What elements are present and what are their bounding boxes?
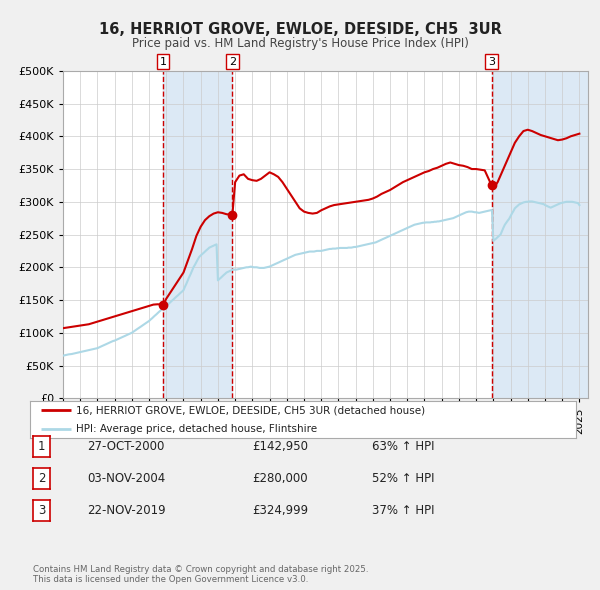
Text: 27-OCT-2000: 27-OCT-2000 (87, 440, 164, 453)
Text: £280,000: £280,000 (252, 472, 308, 485)
Text: Contains HM Land Registry data © Crown copyright and database right 2025.
This d: Contains HM Land Registry data © Crown c… (33, 565, 368, 584)
Text: £324,999: £324,999 (252, 504, 308, 517)
Text: 3: 3 (488, 57, 495, 67)
Text: 1: 1 (160, 57, 167, 67)
Text: 1: 1 (38, 440, 45, 453)
Bar (491, 71, 588, 398)
Text: 52% ↑ HPI: 52% ↑ HPI (372, 472, 434, 485)
Text: 2: 2 (229, 57, 236, 67)
Text: 22-NOV-2019: 22-NOV-2019 (87, 504, 166, 517)
Text: 37% ↑ HPI: 37% ↑ HPI (372, 504, 434, 517)
Text: 16, HERRIOT GROVE, EWLOE, DEESIDE, CH5 3UR (detached house): 16, HERRIOT GROVE, EWLOE, DEESIDE, CH5 3… (76, 405, 425, 415)
Text: 16, HERRIOT GROVE, EWLOE, DEESIDE, CH5  3UR: 16, HERRIOT GROVE, EWLOE, DEESIDE, CH5 3… (98, 22, 502, 37)
Text: HPI: Average price, detached house, Flintshire: HPI: Average price, detached house, Flin… (76, 424, 317, 434)
Text: 3: 3 (38, 504, 45, 517)
Text: 03-NOV-2004: 03-NOV-2004 (87, 472, 165, 485)
Text: Price paid vs. HM Land Registry's House Price Index (HPI): Price paid vs. HM Land Registry's House … (131, 37, 469, 50)
Text: 2: 2 (38, 472, 45, 485)
Bar (163, 71, 232, 398)
Text: £142,950: £142,950 (252, 440, 308, 453)
Text: 63% ↑ HPI: 63% ↑ HPI (372, 440, 434, 453)
